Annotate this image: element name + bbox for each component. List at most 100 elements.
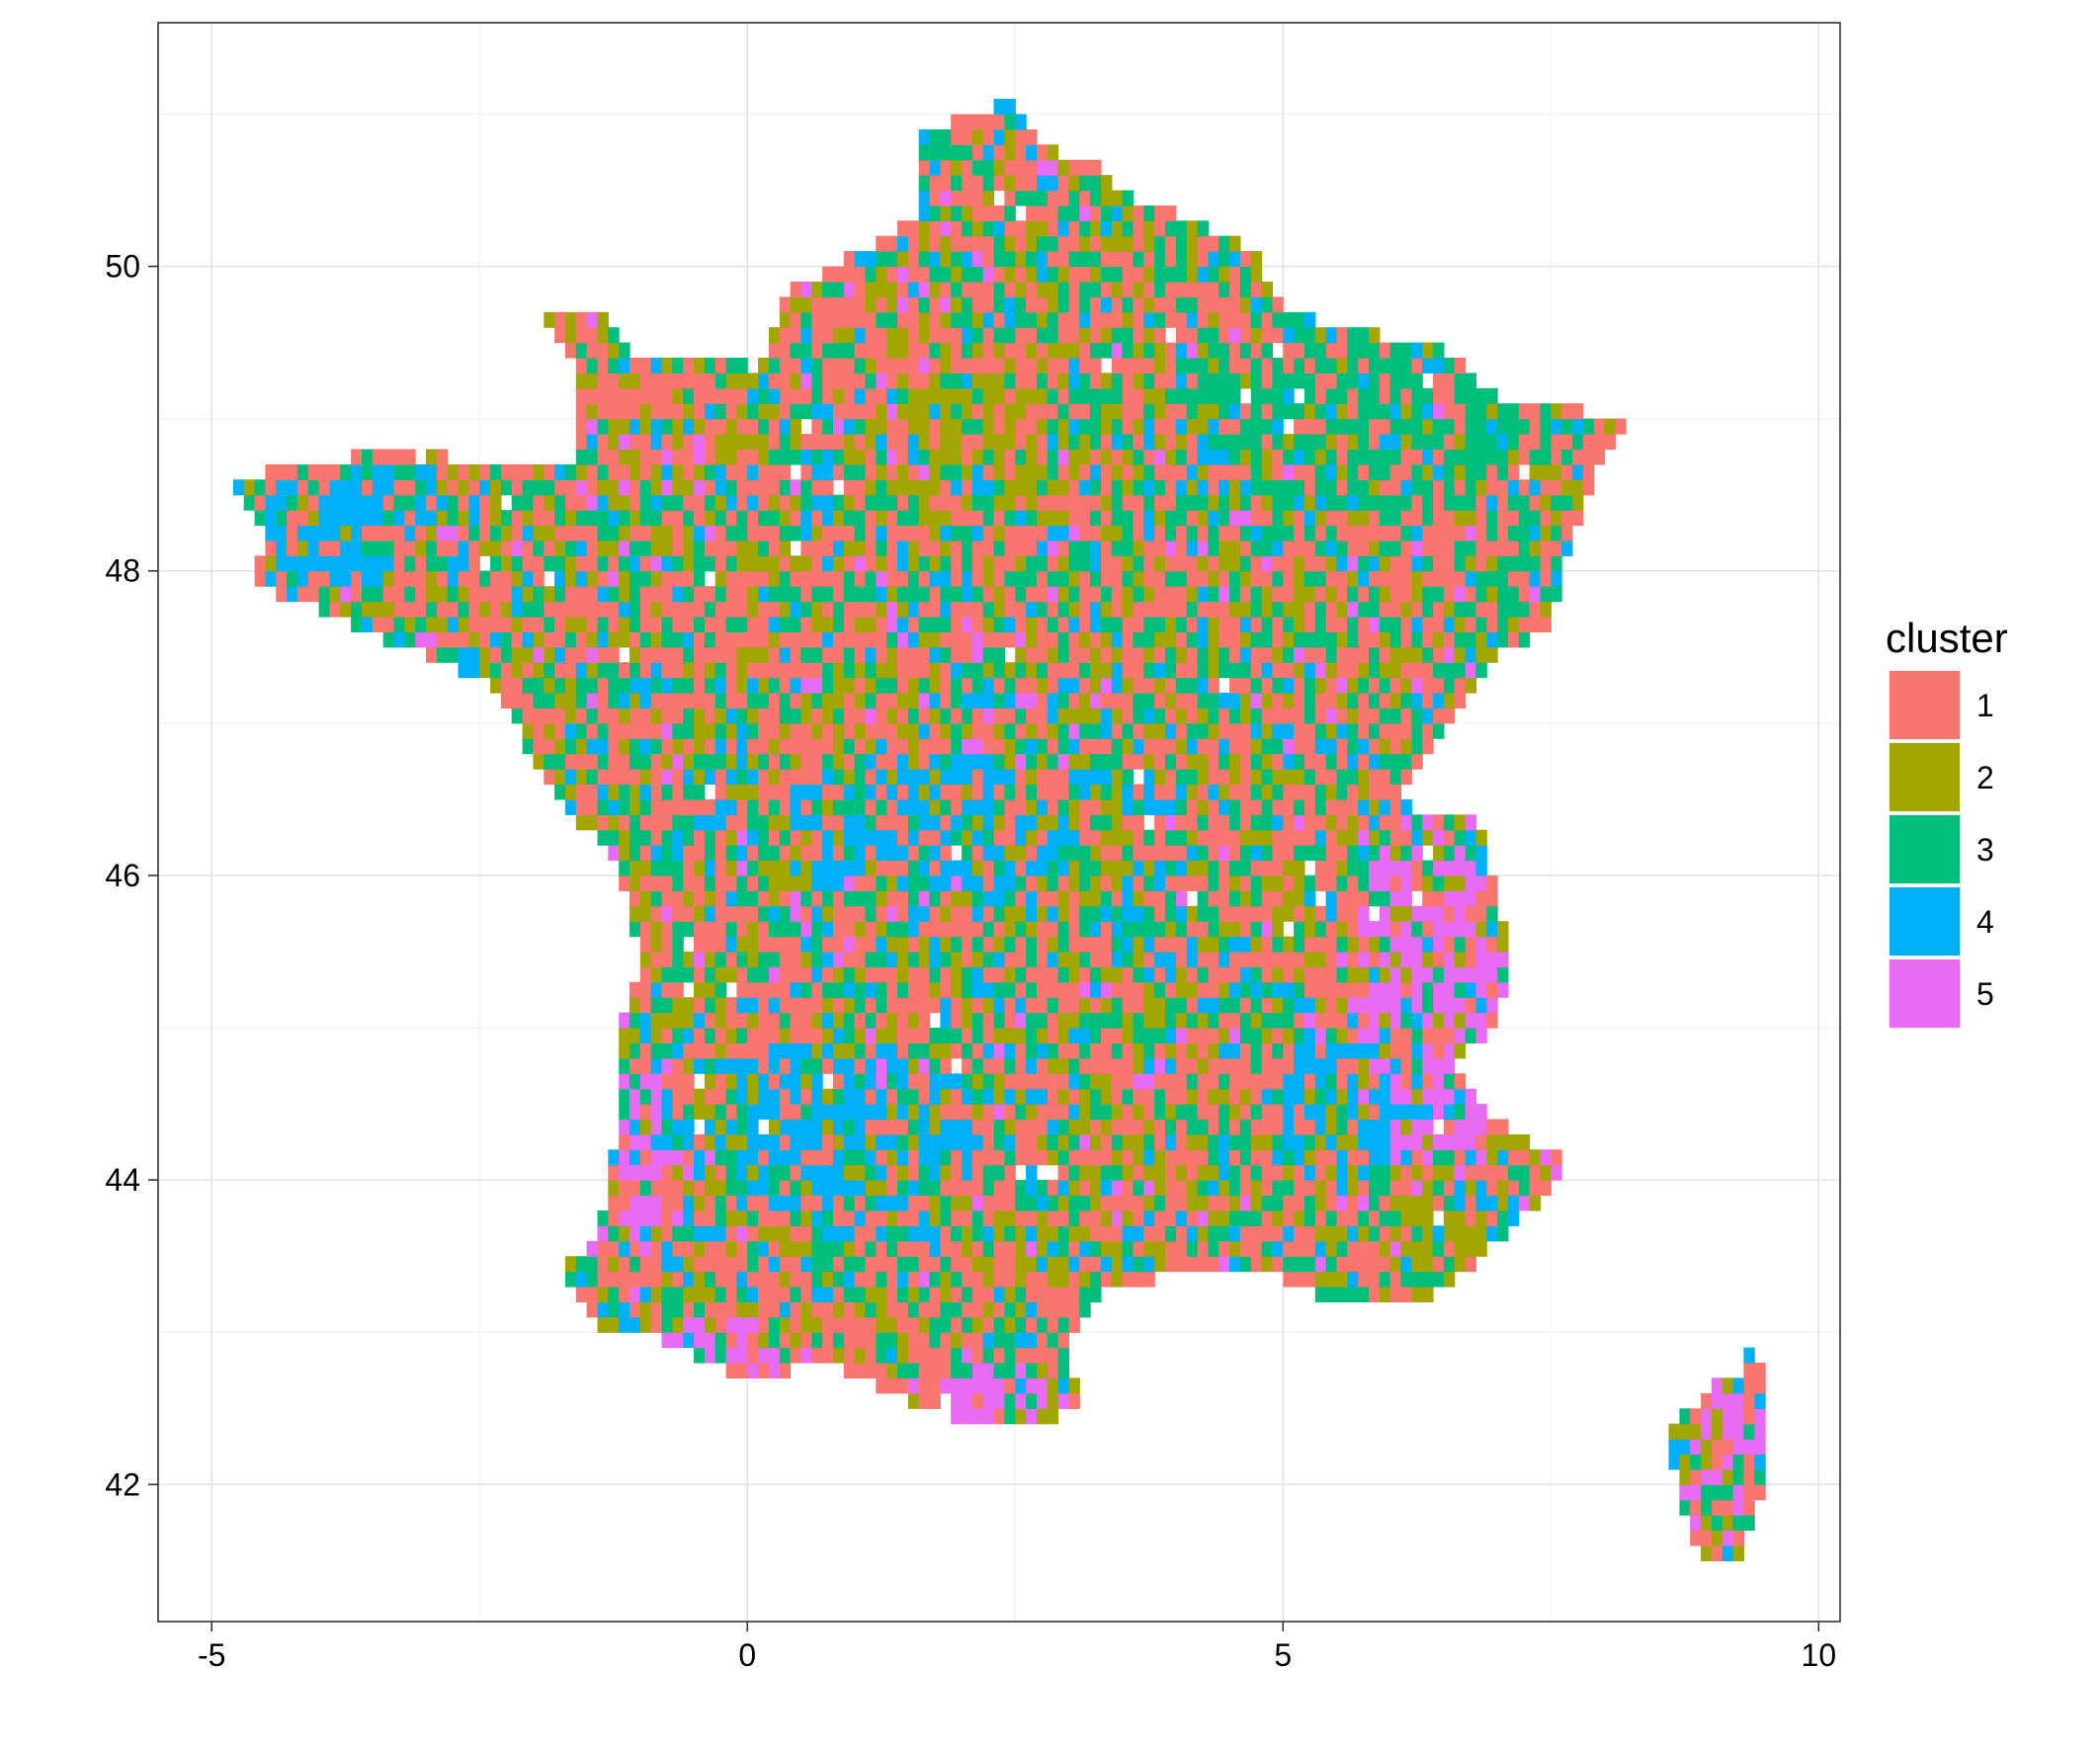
cluster-cell xyxy=(1047,403,1059,420)
cluster-cell xyxy=(1143,1271,1155,1288)
cluster-cell xyxy=(929,1347,941,1364)
cluster-cell xyxy=(876,358,887,374)
cluster-cell xyxy=(843,677,856,694)
cluster-cell xyxy=(683,540,695,556)
cluster-cell xyxy=(779,769,792,786)
cluster-cell xyxy=(790,1195,801,1211)
cluster-cell xyxy=(661,646,673,663)
cluster-cell xyxy=(1057,769,1069,786)
cluster-cell xyxy=(1239,981,1252,998)
cluster-cell xyxy=(790,434,801,451)
cluster-cell xyxy=(1239,342,1252,359)
cluster-cell xyxy=(694,753,706,770)
cluster-cell xyxy=(1090,449,1102,465)
cluster-cell xyxy=(747,1347,759,1364)
cluster-cell xyxy=(1068,875,1080,891)
cluster-cell xyxy=(661,814,673,831)
cluster-cell xyxy=(993,159,1005,176)
cluster-cell xyxy=(790,631,801,648)
cluster-cell xyxy=(907,1240,920,1257)
cluster-cell xyxy=(575,693,588,708)
cluster-cell xyxy=(929,1104,941,1121)
cluster-cell xyxy=(725,753,737,770)
cluster-cell xyxy=(490,540,502,556)
cluster-cell xyxy=(1239,966,1252,983)
cluster-cell xyxy=(1047,829,1059,846)
cluster-cell xyxy=(393,570,405,587)
cluster-cell xyxy=(672,617,684,632)
cluster-cell xyxy=(1057,479,1069,496)
cluster-cell xyxy=(661,693,673,708)
cluster-cell xyxy=(447,510,460,527)
cluster-cell xyxy=(1218,921,1230,938)
cluster-cell xyxy=(714,738,727,755)
cluster-cell xyxy=(639,1195,652,1211)
cluster-cell xyxy=(265,510,277,527)
cluster-cell xyxy=(971,905,984,922)
cluster-cell xyxy=(854,769,866,786)
cluster-cell xyxy=(1175,890,1188,907)
cluster-cell xyxy=(758,952,770,967)
cluster-cell xyxy=(447,463,460,480)
cluster-cell xyxy=(833,1180,845,1197)
cluster-cell xyxy=(962,981,973,998)
cluster-cell xyxy=(1175,693,1188,708)
cluster-cell xyxy=(661,510,673,527)
cluster-cell xyxy=(1122,387,1134,404)
cluster-cell xyxy=(854,1042,866,1059)
cluster-cell xyxy=(1026,128,1038,145)
cluster-cell xyxy=(714,798,727,815)
cluster-cell xyxy=(736,449,748,465)
cluster-cell xyxy=(1068,1256,1080,1273)
cluster-cell xyxy=(1036,358,1049,374)
cluster-cell xyxy=(940,190,952,207)
cluster-cell xyxy=(886,905,898,922)
cluster-cell xyxy=(1229,510,1241,527)
cluster-cell xyxy=(1175,1073,1188,1090)
cluster-cell xyxy=(854,494,866,511)
cluster-cell xyxy=(1208,418,1219,435)
cluster-cell xyxy=(608,1180,620,1197)
cluster-cell xyxy=(951,159,963,176)
cluster-cell xyxy=(843,434,856,451)
cluster-cell xyxy=(1111,342,1124,359)
cluster-cell xyxy=(586,463,598,480)
cluster-cell xyxy=(714,617,727,632)
cluster-cell xyxy=(1143,677,1155,694)
cluster-cell xyxy=(1165,311,1177,328)
cluster-cell xyxy=(833,1119,845,1135)
cluster-cell xyxy=(1068,1225,1080,1242)
cluster-cell xyxy=(971,1347,984,1364)
cluster-cell xyxy=(876,693,887,708)
cluster-cell xyxy=(854,662,866,679)
cluster-cell xyxy=(630,814,641,831)
cluster-cell xyxy=(886,1363,898,1378)
cluster-cell xyxy=(597,311,609,328)
cluster-cell xyxy=(1101,205,1113,221)
cluster-cell xyxy=(725,418,737,435)
cluster-cell xyxy=(639,1240,652,1257)
cluster-cell xyxy=(811,769,823,786)
cluster-cell xyxy=(382,525,395,542)
cluster-cell xyxy=(918,631,931,648)
cluster-cell xyxy=(1218,814,1230,831)
cluster-cell xyxy=(833,677,845,694)
cluster-cell xyxy=(1090,708,1102,724)
cluster-cell xyxy=(650,373,663,389)
cluster-cell xyxy=(929,1287,941,1302)
cluster-cell xyxy=(586,327,598,344)
cluster-cell xyxy=(1165,1088,1177,1105)
cluster-cell xyxy=(843,646,856,663)
cluster-cell xyxy=(1261,890,1273,907)
cluster-cell xyxy=(982,1377,995,1394)
cluster-cell xyxy=(833,327,845,344)
cluster-cell xyxy=(951,798,963,815)
cluster-cell xyxy=(436,463,449,480)
cluster-cell xyxy=(382,540,395,556)
cluster-cell xyxy=(876,327,887,344)
cluster-cell xyxy=(1154,403,1166,420)
cluster-cell xyxy=(382,479,395,496)
cluster-cell xyxy=(619,662,630,679)
cluster-cell xyxy=(1036,905,1049,922)
